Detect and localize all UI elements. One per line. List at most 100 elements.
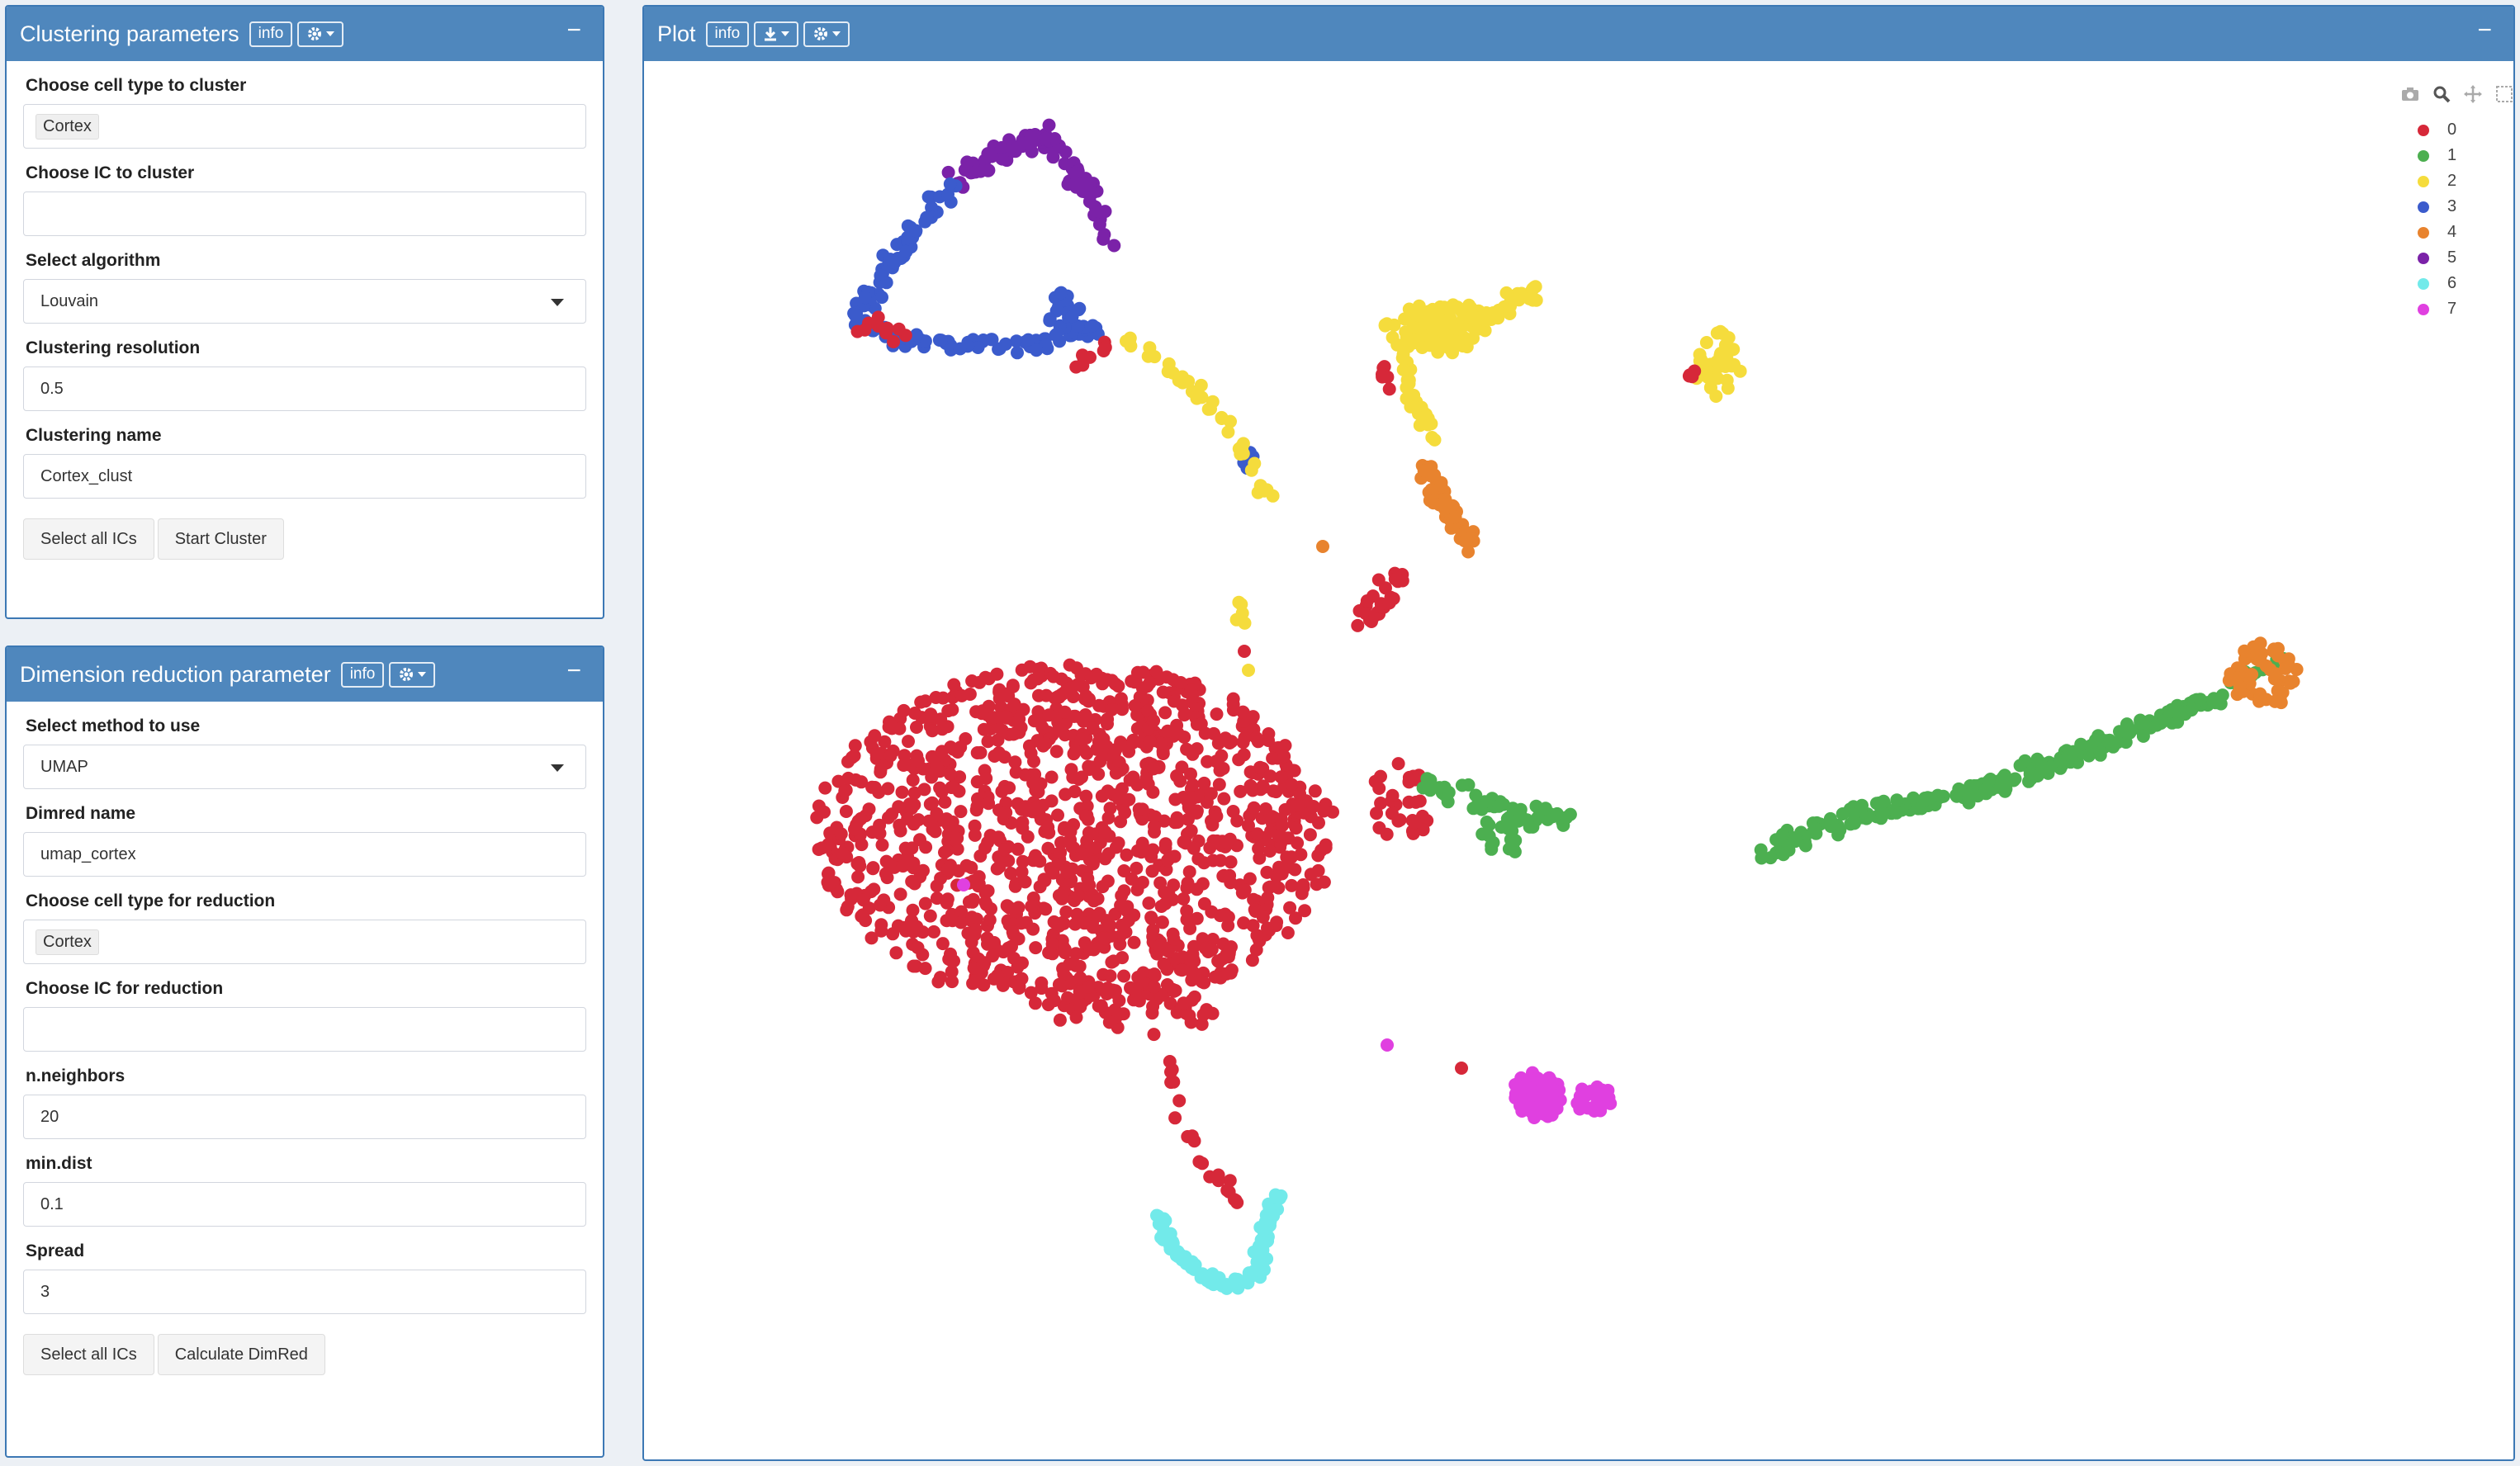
legend-item-5[interactable]: 5 [2418, 245, 2456, 271]
scatter-point-cluster-0 [981, 884, 995, 898]
scatter-point-cluster-0 [945, 702, 959, 716]
dimred-panel-title: Dimension reduction parameter [20, 661, 331, 687]
scatter-point-cluster-0 [1045, 937, 1059, 951]
legend-marker [2418, 201, 2429, 213]
scatter-point-cluster-0 [899, 924, 913, 938]
clustering-settings-button[interactable] [297, 21, 344, 47]
scatter-point-cluster-0 [986, 949, 1000, 962]
scatter-point-cluster-0 [1029, 941, 1043, 955]
dimred-collapse-button[interactable]: − [566, 657, 581, 684]
mindist-input[interactable]: 0.1 [23, 1182, 586, 1227]
legend-item-0[interactable]: 0 [2418, 117, 2456, 143]
umap-scatter-plot[interactable] [644, 61, 2513, 1459]
scatter-point-cluster-0 [834, 827, 848, 841]
select-all-ics-button[interactable]: Select all ICs [23, 1334, 154, 1375]
legend-item-6[interactable]: 6 [2418, 271, 2456, 296]
dimred-info-button[interactable]: info [340, 661, 385, 688]
legend-item-7[interactable]: 7 [2418, 296, 2456, 322]
scatter-point-cluster-1 [1538, 802, 1552, 816]
scatter-point-cluster-4 [1417, 464, 1431, 478]
scatter-point-cluster-0 [1283, 901, 1297, 915]
scatter-point-cluster-0 [919, 840, 933, 854]
cluster-ic-select[interactable] [23, 192, 586, 236]
scatter-point-cluster-0 [1063, 825, 1078, 839]
scatter-point-cluster-0 [936, 937, 950, 951]
scatter-point-cluster-0 [1184, 683, 1198, 698]
scatter-point-cluster-0 [914, 695, 928, 709]
scatter-point-cluster-0 [1247, 892, 1261, 906]
scatter-point-cluster-0 [1163, 996, 1177, 1010]
scatter-point-cluster-0 [1210, 754, 1223, 768]
method-select[interactable]: UMAP [23, 745, 586, 789]
scatter-point-cluster-0 [1382, 596, 1396, 610]
legend-label: 6 [2447, 274, 2457, 292]
scatter-point-cluster-1 [1506, 802, 1520, 816]
scatter-point-cluster-0 [1191, 790, 1205, 804]
scatter-point-cluster-0 [1153, 736, 1168, 750]
scatter-point-cluster-0 [1156, 747, 1170, 760]
dimred-settings-button[interactable] [389, 661, 436, 688]
scatter-point-cluster-0 [1092, 698, 1106, 712]
legend-marker [2418, 149, 2429, 162]
plot-info-button[interactable]: info [705, 21, 750, 47]
legend-marker [2418, 252, 2429, 264]
scatter-point-cluster-0 [898, 749, 912, 763]
spread-input[interactable]: 3 [23, 1270, 586, 1314]
scatter-point-cluster-0 [1175, 963, 1189, 977]
scatter-point-cluster-5 [981, 163, 995, 177]
scatter-point-cluster-3 [1054, 286, 1068, 300]
legend-label: 4 [2447, 223, 2457, 241]
scatter-point-cluster-0 [1285, 778, 1299, 792]
camera-icon[interactable] [2394, 81, 2426, 107]
scatter-point-cluster-2 [1444, 301, 1458, 315]
plot-download-button[interactable] [754, 21, 799, 47]
scatter-point-cluster-0 [865, 825, 879, 839]
caret-down-icon [326, 31, 335, 36]
scatter-point-cluster-0 [1289, 911, 1302, 925]
scatter-point-cluster-0 [882, 720, 896, 734]
zoom-icon[interactable] [2426, 81, 2457, 107]
scatter-point-cluster-0 [1314, 844, 1329, 858]
pan-icon[interactable] [2457, 81, 2489, 107]
scatter-point-cluster-1 [1836, 807, 1850, 820]
scatter-point-cluster-1 [1455, 778, 1469, 792]
clustering-info-button[interactable]: info [249, 21, 293, 47]
scatter-point-cluster-0 [1117, 864, 1131, 877]
method-value: UMAP [40, 757, 88, 776]
algorithm-select[interactable]: Louvain [23, 279, 586, 324]
scatter-point-cluster-1 [2136, 729, 2150, 743]
legend-item-1[interactable]: 1 [2418, 143, 2456, 168]
clustering-name-input[interactable]: Cortex_clust [23, 454, 586, 499]
select-all-ics-button[interactable]: Select all ICs [23, 518, 154, 560]
legend-item-4[interactable]: 4 [2418, 220, 2456, 245]
box-select-icon[interactable] [2489, 81, 2513, 107]
reduction-ic-select[interactable] [23, 1007, 586, 1052]
scatter-point-cluster-0 [1174, 676, 1187, 689]
legend-item-2[interactable]: 2 [2418, 168, 2456, 194]
cell-type-tag[interactable]: Cortex [36, 929, 99, 955]
scatter-point-cluster-3 [848, 308, 862, 322]
neighbors-input[interactable]: 20 [23, 1095, 586, 1139]
plot-collapse-button[interactable]: − [2477, 17, 2492, 44]
scatter-point-cluster-0 [1086, 721, 1100, 735]
plot-settings-button[interactable] [803, 21, 850, 47]
chevron-down-icon [551, 764, 564, 772]
scatter-point-cluster-0 [1090, 742, 1104, 756]
scatter-point-cluster-0 [1257, 781, 1271, 794]
start-cluster-button[interactable]: Start Cluster [157, 518, 284, 560]
scatter-point-cluster-4 [2271, 683, 2285, 698]
scatter-point-cluster-0 [1092, 906, 1106, 920]
dimred-name-input[interactable]: umap_cortex [23, 832, 586, 877]
legend-item-3[interactable]: 3 [2418, 194, 2456, 220]
cluster-cell-type-select[interactable]: Cortex [23, 104, 586, 149]
cell-type-tag[interactable]: Cortex [36, 113, 99, 140]
scatter-point-cluster-2 [1224, 414, 1237, 428]
resolution-input[interactable]: 0.5 [23, 366, 586, 411]
scatter-point-cluster-0 [1180, 904, 1194, 918]
scatter-point-cluster-0 [897, 759, 911, 772]
calculate-dimred-button[interactable]: Calculate DimRed [157, 1334, 325, 1375]
scatter-point-cluster-0 [1190, 804, 1204, 818]
reduction-cell-type-select[interactable]: Cortex [23, 920, 586, 964]
scatter-point-cluster-1 [1482, 829, 1496, 843]
clustering-collapse-button[interactable]: − [566, 17, 581, 44]
